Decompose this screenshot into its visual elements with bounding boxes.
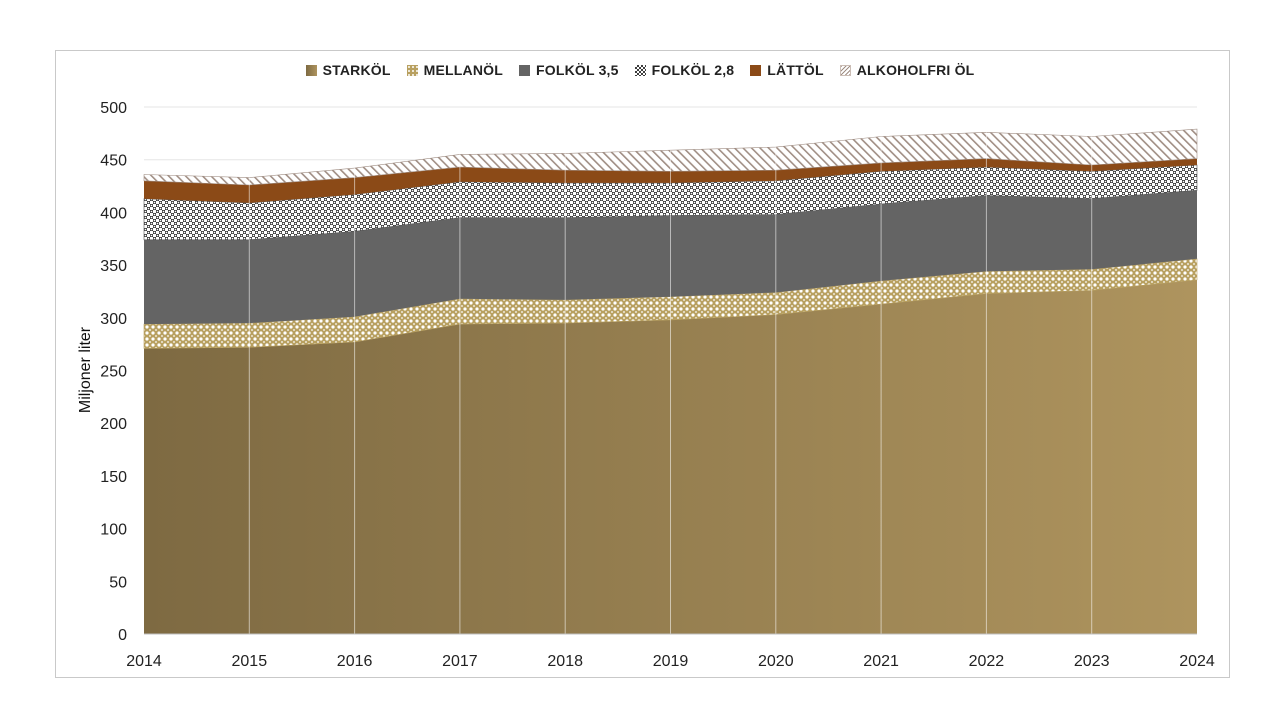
x-tick-label: 2015 <box>232 653 268 670</box>
axes: 0 50 100 150 200 250 300 350 400 450 500 2014 2015 20… <box>100 100 1215 670</box>
legend-swatch <box>839 64 851 76</box>
legend-swatch <box>750 64 762 76</box>
legend-label: FOLKÖL 3,5 <box>535 62 619 78</box>
legend-item: STARKÖL <box>305 62 391 78</box>
legend-swatch <box>305 64 317 76</box>
legend-swatch <box>634 64 646 76</box>
legend-label: ALKOHOLFRI ÖL <box>856 62 975 78</box>
y-tick-label: 300 <box>100 311 127 328</box>
legend-swatch <box>518 64 530 76</box>
y-axis-label: Miljoner liter <box>77 326 94 413</box>
legend-item: FOLKÖL 2,8 <box>634 62 735 78</box>
legend: STARKÖL MELLANÖL FOLKÖL 3,5 FOLKÖL 2,8 LÄTTÖ… <box>0 62 1280 78</box>
legend-swatch <box>406 64 418 76</box>
y-tick-label: 100 <box>100 522 127 539</box>
y-tick-label: 150 <box>100 469 127 486</box>
legend-item: FOLKÖL 3,5 <box>518 62 619 78</box>
year-divider-lines <box>248 132 1093 634</box>
y-tick-label: 0 <box>118 627 127 644</box>
y-tick-label: 350 <box>100 258 127 275</box>
y-tick-label: 50 <box>109 574 127 591</box>
x-tick-label: 2024 <box>1179 653 1215 670</box>
x-tick-label: 2019 <box>653 653 689 670</box>
x-tick-label: 2021 <box>863 653 899 670</box>
x-tick-label: 2017 <box>442 653 478 670</box>
y-tick-label: 400 <box>100 205 127 222</box>
y-tick-label: 200 <box>100 416 127 433</box>
legend-item: MELLANÖL <box>406 62 503 78</box>
x-tick-label: 2023 <box>1074 653 1110 670</box>
legend-label: LÄTTÖL <box>767 62 824 78</box>
x-tick-label: 2018 <box>547 653 583 670</box>
legend-label: MELLANÖL <box>423 62 503 78</box>
y-tick-label: 450 <box>100 153 127 170</box>
y-tick-label: 250 <box>100 364 127 381</box>
legend-item: ALKOHOLFRI ÖL <box>839 62 975 78</box>
x-tick-label: 2022 <box>969 653 1005 670</box>
x-tick-label: 2020 <box>758 653 794 670</box>
x-tick-label: 2014 <box>126 653 162 670</box>
y-tick-label: 500 <box>100 100 127 117</box>
legend-item: LÄTTÖL <box>750 62 824 78</box>
legend-label: STARKÖL <box>322 62 391 78</box>
x-tick-label: 2016 <box>337 653 373 670</box>
legend-label: FOLKÖL 2,8 <box>651 62 735 78</box>
